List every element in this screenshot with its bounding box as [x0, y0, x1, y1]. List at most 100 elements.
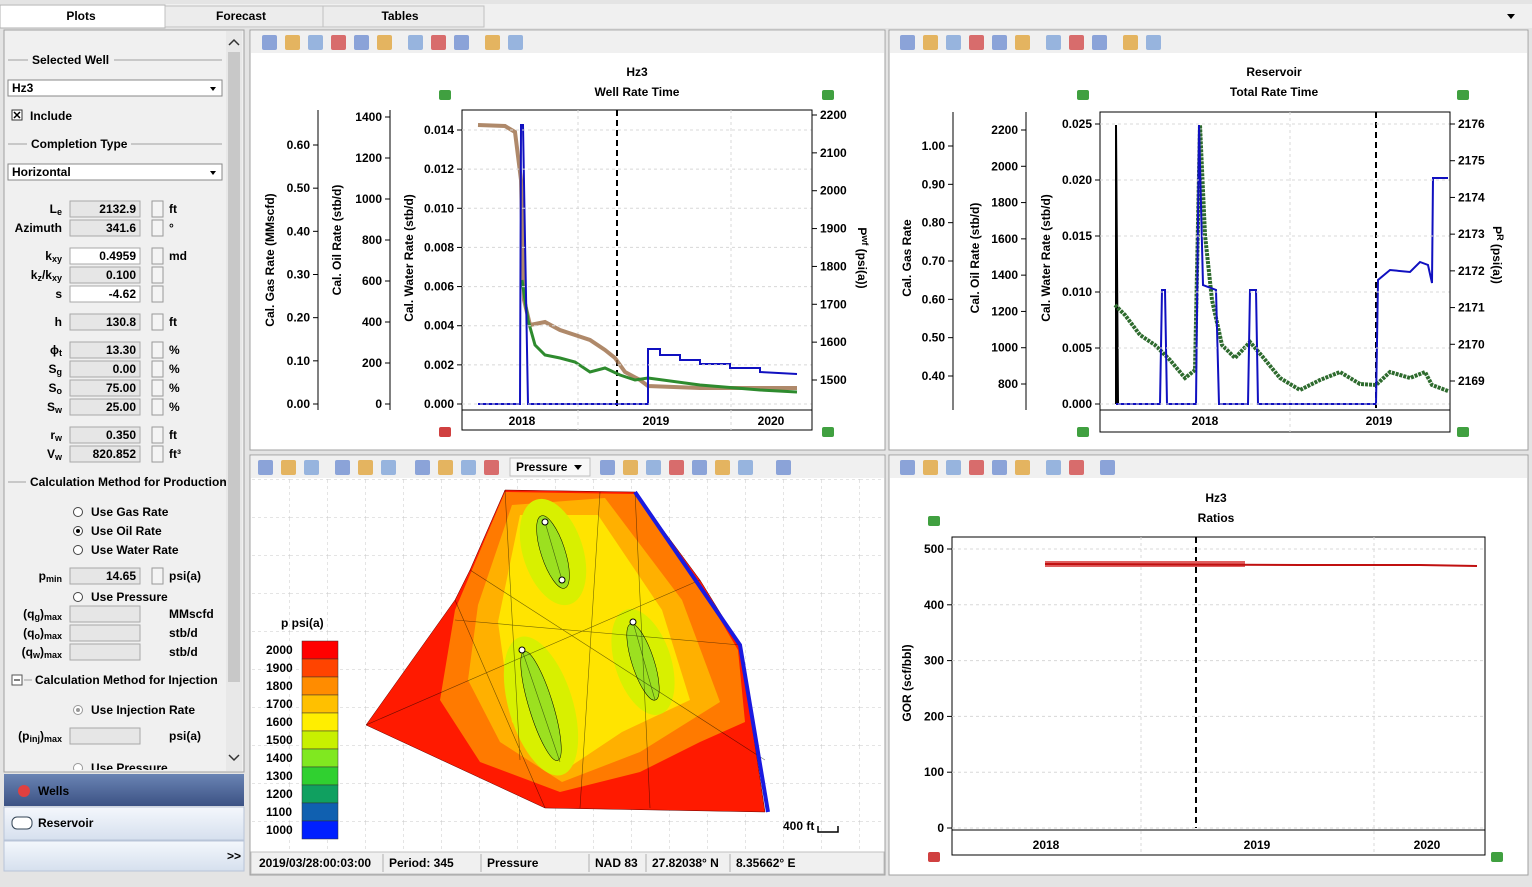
- spinner[interactable]: [151, 266, 164, 284]
- toolbar-button[interactable]: [262, 35, 277, 50]
- toolbar-button[interactable]: [331, 35, 346, 50]
- toolbar-button[interactable]: [623, 460, 638, 475]
- toolbar-button[interactable]: [1146, 35, 1161, 50]
- input-box[interactable]: [69, 379, 141, 397]
- nav-more[interactable]: >>: [227, 849, 241, 863]
- toolbar-button[interactable]: [485, 35, 500, 50]
- toolbar-button[interactable]: [1069, 35, 1084, 50]
- toolbar-button[interactable]: [992, 35, 1007, 50]
- toolbar-button[interactable]: [281, 460, 296, 475]
- toolbar-button[interactable]: [946, 35, 961, 50]
- toolbar-button[interactable]: [358, 460, 373, 475]
- spinner[interactable]: [151, 360, 164, 378]
- radio-label[interactable]: Use Injection Rate: [91, 703, 195, 717]
- toolbar-button[interactable]: [692, 460, 707, 475]
- toolbar-button[interactable]: [308, 35, 323, 50]
- radio-label[interactable]: Use Gas Rate: [91, 505, 169, 519]
- nav-more[interactable]: [3, 840, 245, 872]
- tab[interactable]: [322, 5, 485, 28]
- input-box[interactable]: [69, 445, 141, 463]
- radio[interactable]: [73, 507, 83, 517]
- radio-label[interactable]: Use Oil Rate: [91, 524, 162, 538]
- radio[interactable]: [73, 592, 83, 602]
- input-box[interactable]: [69, 727, 141, 745]
- tab-dropdown[interactable]: [1507, 14, 1515, 19]
- toolbar-button[interactable]: [408, 35, 423, 50]
- toolbar-button[interactable]: [1015, 35, 1030, 50]
- dropdown[interactable]: [7, 79, 223, 97]
- spinner[interactable]: [151, 426, 164, 444]
- toolbar-button[interactable]: [484, 460, 499, 475]
- lock[interactable]: [439, 90, 451, 100]
- input-box[interactable]: [69, 643, 141, 661]
- toolbar-button[interactable]: [1046, 35, 1061, 50]
- toolbar-button[interactable]: [992, 460, 1007, 475]
- toolbar-button[interactable]: [454, 35, 469, 50]
- input-box[interactable]: [69, 426, 141, 444]
- toolbar-button[interactable]: [431, 35, 446, 50]
- toolbar-button[interactable]: [1123, 35, 1138, 50]
- spinner[interactable]: [151, 219, 164, 237]
- toolbar-button[interactable]: [669, 460, 684, 475]
- input-box[interactable]: [69, 341, 141, 359]
- nav-wells[interactable]: [4, 774, 244, 806]
- input-box[interactable]: [69, 247, 141, 265]
- toolbar-button[interactable]: [946, 460, 961, 475]
- toolbar-button[interactable]: [304, 460, 319, 475]
- toolbar-button[interactable]: [508, 35, 523, 50]
- toolbar-button[interactable]: [377, 35, 392, 50]
- toolbar-button[interactable]: [646, 460, 661, 475]
- well[interactable]: [518, 646, 526, 654]
- input-box[interactable]: [69, 605, 141, 623]
- dropdown[interactable]: [7, 163, 223, 181]
- toolbar-button[interactable]: [1046, 460, 1061, 475]
- toolbar-button[interactable]: [438, 460, 453, 475]
- lock[interactable]: [439, 427, 451, 437]
- toolbar-button[interactable]: [715, 460, 730, 475]
- lock[interactable]: [928, 852, 940, 862]
- input-box[interactable]: [69, 266, 141, 284]
- toolbar-button[interactable]: [285, 35, 300, 50]
- input-box[interactable]: [69, 200, 141, 218]
- spinner[interactable]: [151, 285, 164, 303]
- toolbar-button[interactable]: [354, 35, 369, 50]
- spinner[interactable]: [151, 398, 164, 416]
- tab-label[interactable]: Tables: [381, 9, 418, 23]
- lock[interactable]: [822, 427, 834, 437]
- lock[interactable]: [1457, 90, 1469, 100]
- input-box[interactable]: [69, 313, 141, 331]
- dropdown-arrow[interactable]: [574, 465, 582, 470]
- input-box[interactable]: [69, 624, 141, 642]
- toolbar-button[interactable]: [923, 460, 938, 475]
- input-box[interactable]: [69, 567, 141, 585]
- field-selector-label[interactable]: Pressure: [516, 460, 568, 474]
- input-box[interactable]: [69, 360, 141, 378]
- field-selector[interactable]: [509, 457, 591, 477]
- nav-reservoir[interactable]: [3, 806, 245, 841]
- toolbar-button[interactable]: [1092, 35, 1107, 50]
- spinner[interactable]: [151, 247, 164, 265]
- input-box[interactable]: [69, 285, 141, 303]
- toolbar-button[interactable]: [415, 460, 430, 475]
- radio-label[interactable]: Use Water Rate: [91, 543, 179, 557]
- toolbar-button[interactable]: [900, 460, 915, 475]
- radio[interactable]: [73, 763, 83, 773]
- lock[interactable]: [928, 516, 940, 526]
- radio-label[interactable]: Use Pressure: [91, 590, 168, 604]
- input-box[interactable]: [69, 219, 141, 237]
- spinner[interactable]: [151, 445, 164, 463]
- toolbar-button[interactable]: [1069, 460, 1084, 475]
- toolbar-button[interactable]: [600, 460, 615, 475]
- toolbar-button[interactable]: [461, 460, 476, 475]
- scroll-thumb[interactable]: [228, 52, 240, 682]
- tab-label[interactable]: Forecast: [216, 9, 266, 23]
- input-box[interactable]: [69, 398, 141, 416]
- spinner[interactable]: [151, 379, 164, 397]
- toolbar-button[interactable]: [258, 460, 273, 475]
- well[interactable]: [541, 518, 549, 526]
- scroll-arrows[interactable]: [228, 38, 240, 762]
- toolbar-button[interactable]: [776, 460, 791, 475]
- tab-label[interactable]: Plots: [66, 9, 96, 23]
- lock[interactable]: [1457, 427, 1469, 437]
- lock[interactable]: [1077, 90, 1089, 100]
